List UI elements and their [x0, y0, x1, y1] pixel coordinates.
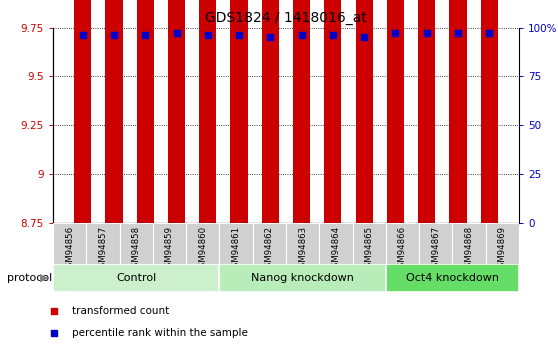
Bar [74, 0, 92, 223]
Point [360, 34, 369, 40]
Point [203, 33, 212, 38]
Bar [386, 264, 519, 292]
Bar [387, 0, 404, 223]
Bar [219, 223, 253, 264]
Text: GSM94869: GSM94869 [498, 226, 507, 273]
Text: GSM94857: GSM94857 [98, 226, 108, 273]
Bar [353, 223, 386, 264]
Text: ▶: ▶ [40, 273, 49, 283]
Bar [386, 223, 419, 264]
Bar [324, 0, 341, 223]
Bar [253, 223, 286, 264]
Point [454, 31, 463, 36]
Text: Control: Control [116, 273, 156, 283]
Bar [137, 0, 154, 223]
Text: protocol: protocol [7, 273, 52, 283]
Text: percentile rank within the sample: percentile rank within the sample [71, 328, 248, 338]
Text: GSM94863: GSM94863 [298, 226, 307, 273]
Bar [286, 223, 319, 264]
Text: GSM94862: GSM94862 [265, 226, 274, 273]
Point [422, 31, 431, 36]
Point [172, 31, 181, 36]
Text: GSM94866: GSM94866 [398, 226, 407, 273]
Bar [355, 0, 373, 223]
Bar [53, 264, 219, 292]
Bar [186, 223, 219, 264]
Bar [219, 264, 386, 292]
Bar [419, 223, 453, 264]
Bar [319, 223, 353, 264]
Text: GSM94868: GSM94868 [464, 226, 474, 273]
Text: Nanog knockdown: Nanog knockdown [251, 273, 354, 283]
Text: GSM94856: GSM94856 [65, 226, 74, 273]
Text: transformed count: transformed count [71, 306, 169, 316]
Text: GSM94860: GSM94860 [198, 226, 207, 273]
Bar [485, 223, 519, 264]
Point [297, 33, 306, 38]
Bar [453, 223, 485, 264]
Bar [105, 0, 123, 223]
Bar [199, 0, 217, 223]
Point [391, 31, 400, 36]
Point [141, 33, 150, 38]
Bar [168, 0, 185, 223]
Bar [262, 0, 279, 223]
Text: GSM94861: GSM94861 [232, 226, 240, 273]
Point [266, 34, 275, 40]
Point [109, 33, 118, 38]
Bar [449, 0, 466, 223]
Point [485, 31, 494, 36]
Bar [119, 223, 153, 264]
Point [78, 33, 87, 38]
Bar [230, 0, 248, 223]
Title: GDS1824 / 1418016_at: GDS1824 / 1418016_at [205, 11, 367, 25]
Text: GSM94864: GSM94864 [331, 226, 340, 273]
Point [50, 308, 59, 314]
Text: GSM94867: GSM94867 [431, 226, 440, 273]
Text: GSM94859: GSM94859 [165, 226, 174, 273]
Bar [418, 0, 435, 223]
Bar [480, 0, 498, 223]
Point [234, 33, 243, 38]
Bar [53, 223, 86, 264]
Point [50, 330, 59, 336]
Bar [153, 223, 186, 264]
Point [329, 33, 338, 38]
Text: GSM94858: GSM94858 [132, 226, 141, 273]
Bar [86, 223, 119, 264]
Bar [293, 0, 310, 223]
Text: GSM94865: GSM94865 [365, 226, 374, 273]
Text: Oct4 knockdown: Oct4 knockdown [406, 273, 499, 283]
